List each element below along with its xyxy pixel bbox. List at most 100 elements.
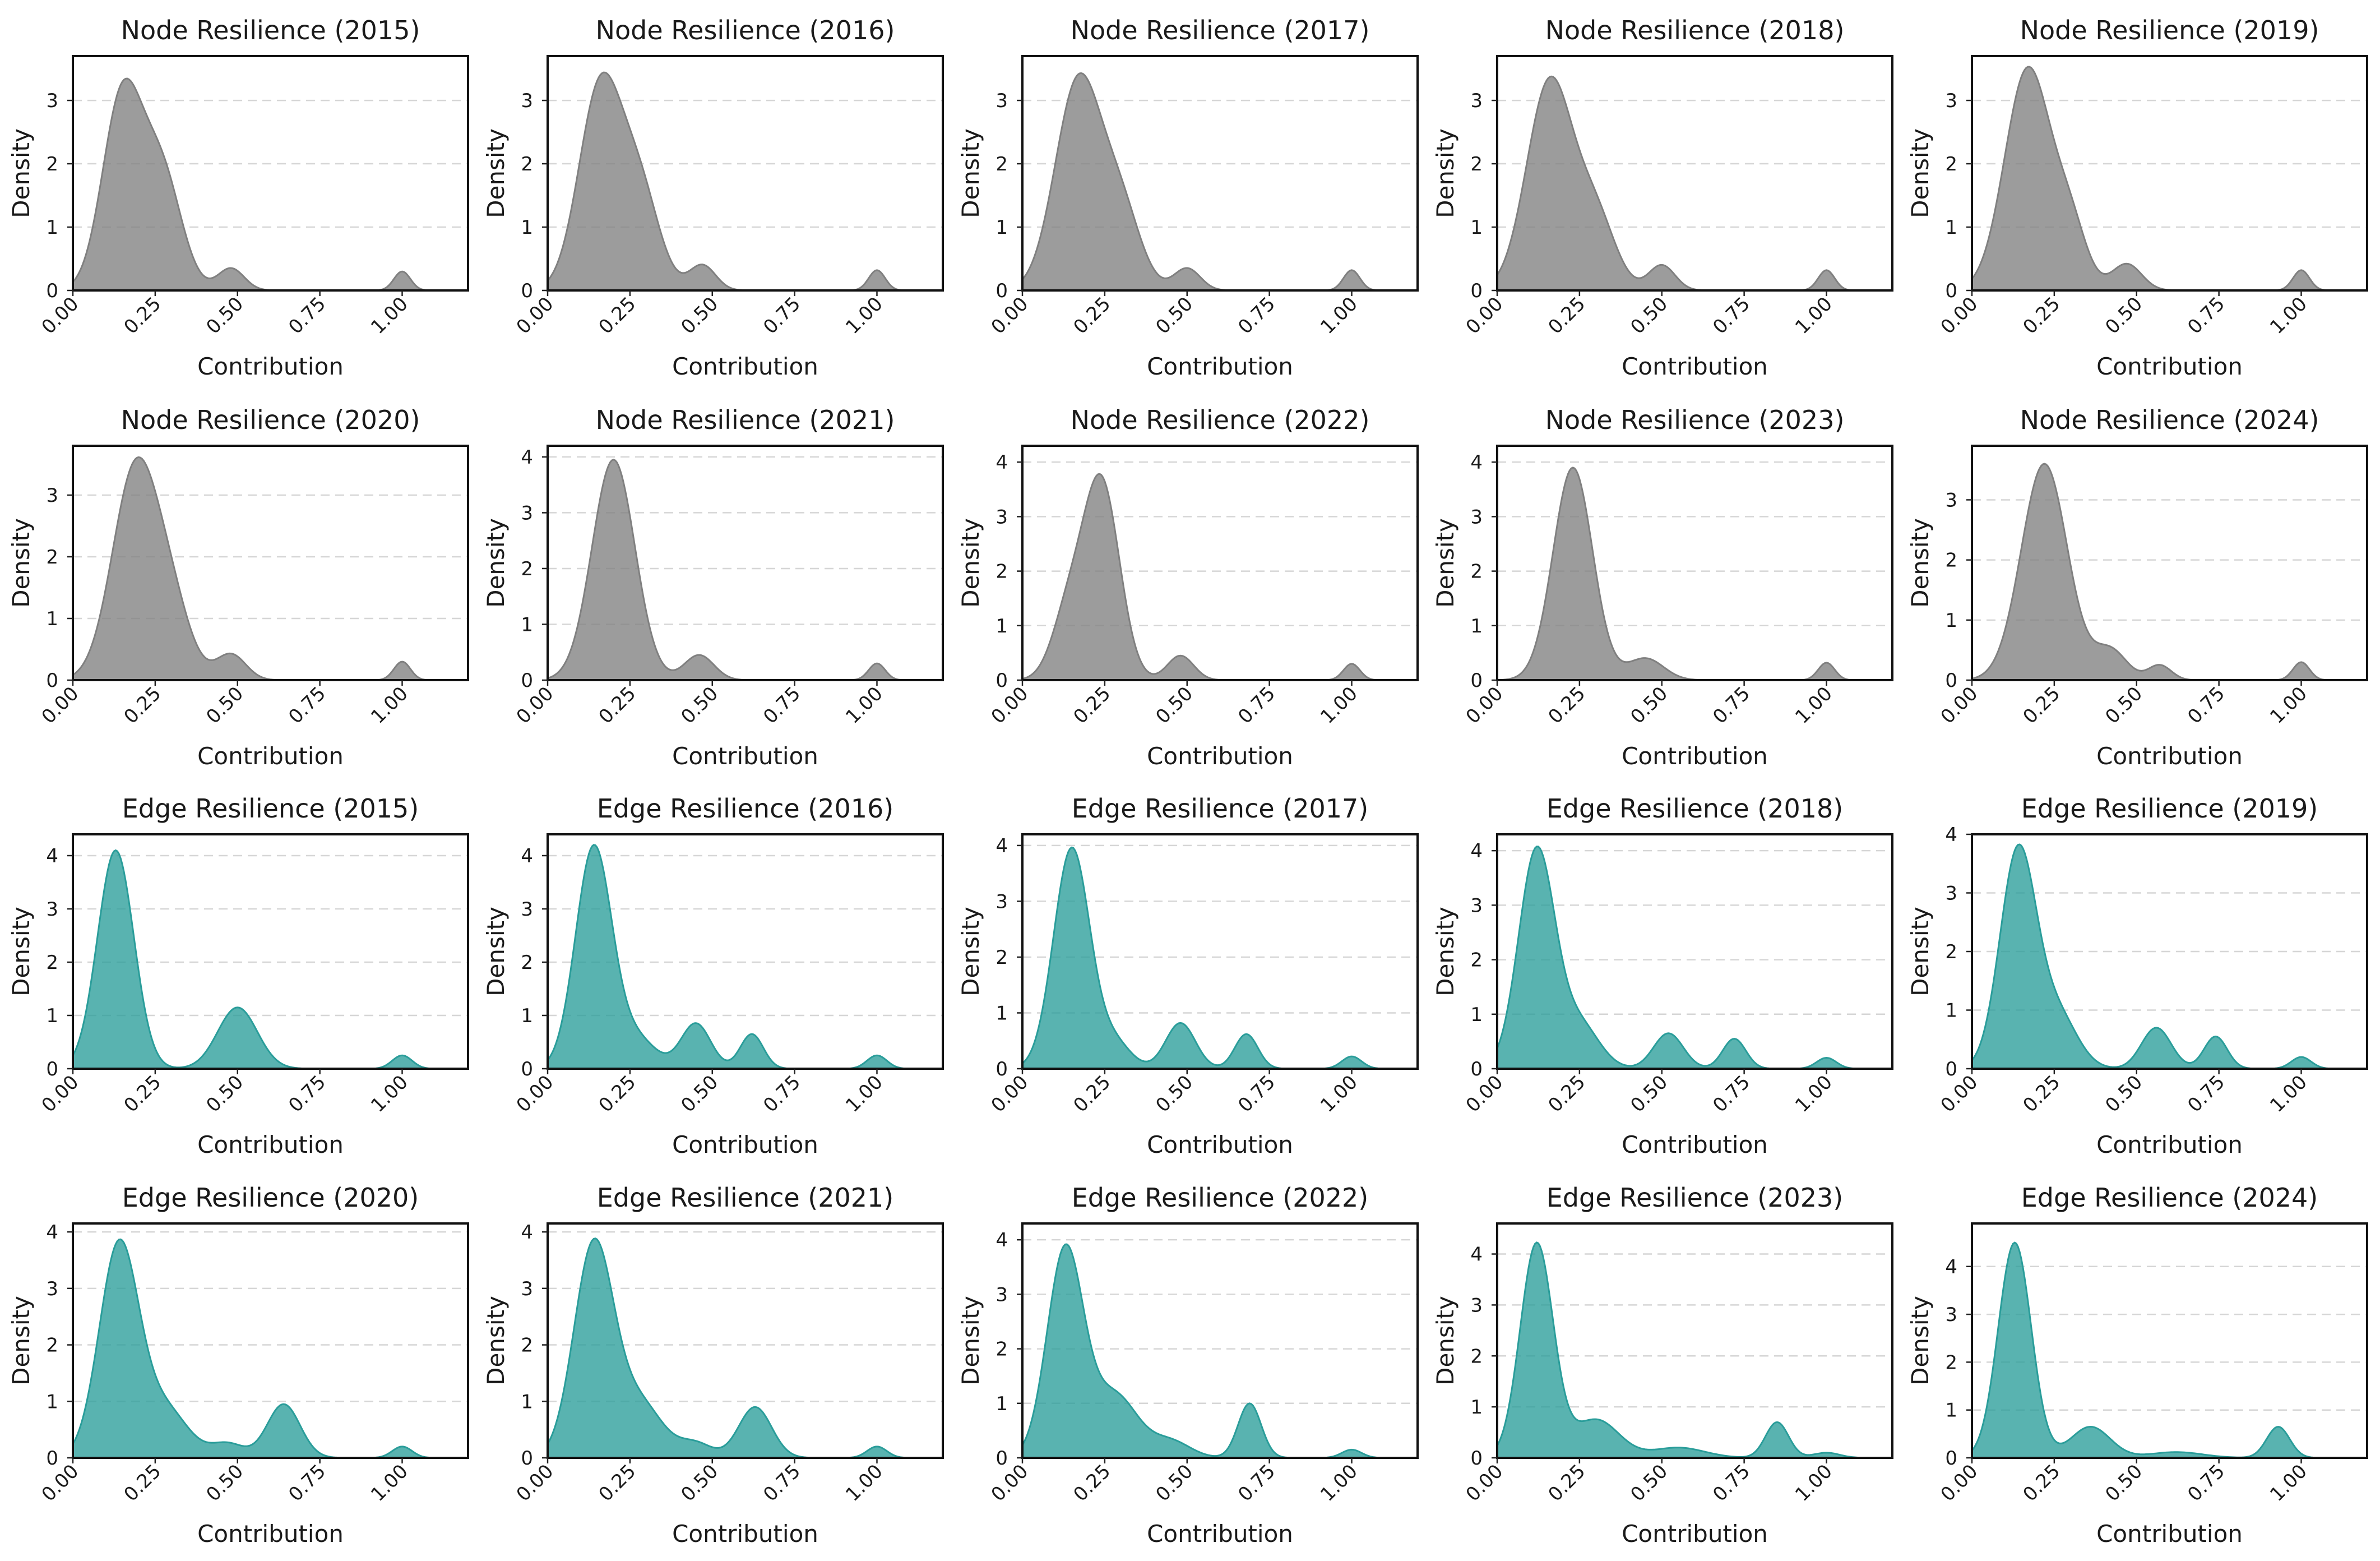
x-tick-label: 0.50 (2101, 293, 2147, 339)
x-tick-label: 0.25 (1544, 682, 1590, 728)
y-tick-label: 2 (46, 952, 58, 974)
y-tick-label: 4 (995, 1229, 1008, 1251)
y-axis-label: Density (1906, 518, 1934, 608)
y-tick-label: 0 (46, 1447, 58, 1470)
subplot-title: Node Resilience (2016) (596, 15, 895, 45)
plot-frame (547, 55, 944, 292)
x-tick-label: 0.75 (759, 293, 805, 339)
y-tick-label: 1 (1945, 1400, 1957, 1422)
x-tick-label: 0.75 (1708, 682, 1754, 728)
density-area (1496, 75, 1892, 292)
x-axis-label: Contribution (2096, 1131, 2243, 1158)
plot-frame (1021, 833, 1419, 1070)
x-tick-label: 0.75 (284, 1071, 330, 1117)
y-tick-label: 0 (995, 669, 1008, 692)
x-tick-label: 0.00 (1937, 293, 1983, 339)
y-tick-label: 0 (1945, 669, 1957, 692)
density-area (547, 71, 943, 292)
density-area (1971, 1241, 2367, 1459)
x-axis-label: Contribution (197, 1520, 344, 1548)
y-axis-label: Density (1906, 907, 1934, 996)
x-tick-label: 0.25 (1069, 1071, 1115, 1117)
x-tick-label: 0.75 (1234, 682, 1280, 728)
subplot-title: Edge Resilience (2015) (122, 793, 419, 824)
density-area (1021, 72, 1418, 292)
x-axis-label: Contribution (2096, 742, 2243, 770)
y-tick-label: 3 (521, 502, 533, 524)
y-axis-label: Density (1432, 518, 1459, 608)
subplot-title: Node Resilience (2020) (121, 405, 420, 435)
plot-frame (1496, 445, 1893, 681)
y-tick-label: 4 (521, 1221, 533, 1244)
y-tick-label: 4 (521, 845, 533, 867)
x-tick-label: 0.50 (677, 293, 723, 339)
y-tick-label: 2 (1470, 1345, 1483, 1368)
y-tick-label: 4 (1470, 840, 1483, 862)
x-tick-label: 0.00 (38, 1460, 84, 1506)
y-tick-label: 3 (1470, 1294, 1483, 1317)
x-tick-label: 0.00 (987, 1460, 1033, 1506)
y-tick-label: 3 (1945, 90, 1957, 112)
x-tick-label: 0.25 (1069, 682, 1115, 728)
x-tick-label: 1.00 (2266, 1071, 2312, 1117)
subplot-17: Edge Resilience (2021) 0 1 2 3 4 0.00 0.25 0.50 0… (482, 1183, 944, 1548)
y-tick-label: 2 (1945, 941, 1957, 963)
y-axis-label: Density (1432, 907, 1459, 996)
y-tick-label: 2 (521, 952, 533, 974)
x-tick-label: 1.00 (841, 293, 887, 339)
y-tick-label: 1 (1945, 609, 1957, 632)
x-tick-label: 0.25 (594, 1460, 640, 1506)
y-axis-label: Density (1432, 1296, 1459, 1385)
subplot-19: Edge Resilience (2023) 0 1 2 3 4 0.00 0.25 0.50 0… (1432, 1183, 1893, 1548)
subplot-title: Node Resilience (2019) (2020, 15, 2319, 45)
density-area (1021, 846, 1418, 1070)
x-tick-label: 0.25 (1069, 293, 1115, 339)
subplot-13: Edge Resilience (2017) 0 1 2 3 4 0.00 0.25 0.50 0… (957, 793, 1419, 1158)
y-tick-label: 1 (1470, 615, 1483, 638)
x-tick-label: 0.25 (119, 1460, 165, 1506)
x-tick-label: 1.00 (1316, 1460, 1362, 1506)
x-axis-label: Contribution (1147, 353, 1293, 380)
y-tick-label: 2 (1470, 153, 1483, 176)
plot-frame (1971, 445, 2368, 681)
x-tick-label: 0.75 (284, 293, 330, 339)
plot-frame (72, 833, 469, 1070)
x-tick-label: 0.75 (1234, 1071, 1280, 1117)
y-tick-label: 0 (995, 1058, 1008, 1080)
density-area (1021, 473, 1418, 681)
y-tick-label: 1 (521, 216, 533, 239)
x-tick-label: 0.50 (202, 682, 248, 728)
x-tick-label: 0.75 (759, 1071, 805, 1117)
x-tick-label: 0.00 (512, 1460, 558, 1506)
y-tick-label: 1 (46, 216, 58, 239)
x-tick-label: 1.00 (1316, 682, 1362, 728)
x-tick-label: 0.75 (759, 1460, 805, 1506)
x-tick-label: 0.50 (1151, 1071, 1197, 1117)
subplot-15: Edge Resilience (2019) 0 1 2 3 4 0.00 0.25 0.50 0… (1906, 793, 2368, 1158)
x-tick-label: 0.25 (594, 1071, 640, 1117)
x-tick-label: 0.75 (1708, 1071, 1754, 1117)
subplot-title: Node Resilience (2021) (596, 405, 895, 435)
subplot-20: Edge Resilience (2024) 0 1 2 3 4 0.00 0.25 0.50 0… (1906, 1183, 2368, 1548)
x-tick-label: 0.25 (119, 1071, 165, 1117)
x-tick-label: 0.25 (594, 293, 640, 339)
x-axis-label: Contribution (197, 1131, 344, 1158)
y-tick-label: 0 (1945, 280, 1957, 302)
plot-frame (1021, 1222, 1419, 1459)
x-tick-label: 0.75 (2183, 293, 2229, 339)
y-tick-label: 1 (1945, 216, 1957, 239)
y-tick-label: 0 (521, 1447, 533, 1470)
y-tick-label: 0 (521, 280, 533, 302)
x-tick-label: 0.00 (38, 1071, 84, 1117)
y-tick-label: 2 (46, 546, 58, 569)
y-tick-label: 0 (46, 1058, 58, 1080)
y-tick-label: 4 (46, 845, 58, 867)
subplot-10: Node Resilience (2024) 0 1 2 3 0.00 0.25 0.50 0.… (1906, 405, 2368, 770)
x-tick-label: 0.25 (2018, 1460, 2064, 1506)
subplot-12: Edge Resilience (2016) 0 1 2 3 4 0.00 0.25 0.50 0… (482, 793, 944, 1158)
subplot-title: Node Resilience (2018) (1545, 15, 1845, 45)
x-axis-label: Contribution (1622, 1131, 1768, 1158)
y-tick-label: 4 (995, 451, 1008, 474)
x-tick-label: 0.75 (759, 682, 805, 728)
density-area (1971, 843, 2367, 1070)
